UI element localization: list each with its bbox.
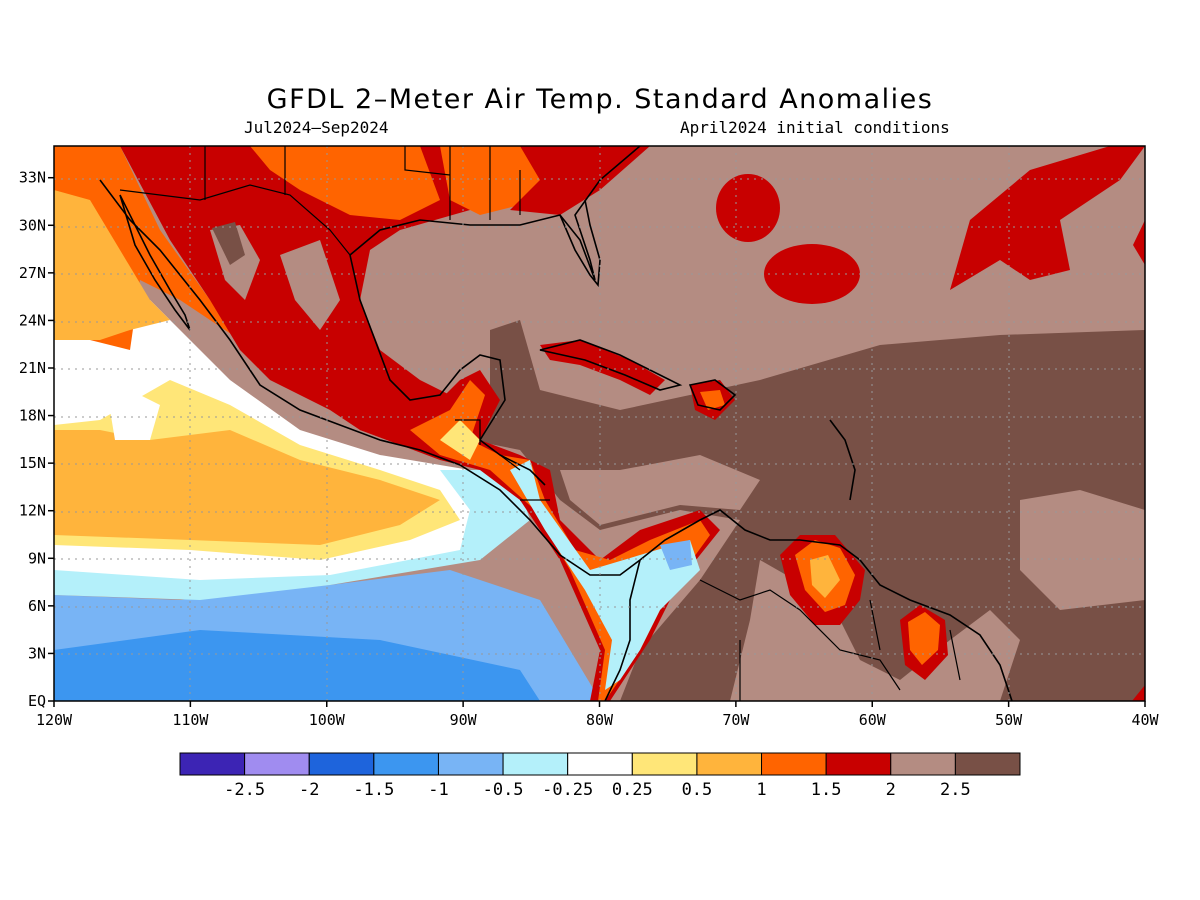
lat-tick-label: 15N <box>19 454 46 472</box>
anomaly-field <box>54 146 1145 701</box>
coastline-cuba <box>539 339 683 391</box>
colorbar-label: 2 <box>886 780 896 800</box>
colorbar-swatch-2 <box>308 752 375 776</box>
coastline-hispaniola <box>688 379 737 411</box>
border-south-america <box>699 579 961 701</box>
lon-tick-label: 60W <box>859 711 887 729</box>
lon-tick-label: 110W <box>172 711 209 729</box>
region-guiana-orange <box>908 612 940 665</box>
colorbar-swatch-4 <box>437 752 504 776</box>
colorbar-swatch-1 <box>244 752 310 776</box>
colorbar-label: 1 <box>756 780 766 800</box>
coastline-florida <box>559 199 601 288</box>
initial-conditions: April2024 initial conditions <box>680 118 950 137</box>
region-pacific-white-blob <box>110 395 160 440</box>
gridlines <box>54 146 1145 701</box>
colorbar-label: 2.5 <box>940 780 971 800</box>
colorbar-swatch-8 <box>696 752 763 776</box>
colorbar-swatch-10 <box>825 752 892 776</box>
region-central-america-yellow <box>440 420 480 460</box>
region-mexico-brown-dark <box>212 222 245 265</box>
lat-tick-label: 18N <box>19 407 46 425</box>
colorbar-label: -1 <box>428 780 448 800</box>
map-title: GFDL 2–Meter Air Temp. Standard Anomalie… <box>266 84 934 115</box>
lat-tick-label: 12N <box>19 502 46 520</box>
region-pacific-deep-blue <box>54 630 540 701</box>
coastline-mexico-pacific <box>99 179 641 576</box>
lon-tick-label: 100W <box>309 711 346 729</box>
colorbar-swatch-5 <box>502 752 569 776</box>
lon-tick-label: 50W <box>995 711 1023 729</box>
colorbar-swatch-6 <box>567 752 633 776</box>
colorbar-label: -2.5 <box>224 780 265 800</box>
region-caribbean-light-brown <box>560 455 760 525</box>
colorbar-label: 1.5 <box>811 780 842 800</box>
lat-tick-label: 33N <box>19 169 46 187</box>
coastline-south-america <box>639 509 1013 701</box>
lat-tick-label: 27N <box>19 264 46 282</box>
colorbar-swatch-9 <box>761 752 827 776</box>
colorbar-label: -2 <box>299 780 319 800</box>
lon-tick-label: 90W <box>450 711 478 729</box>
region-atlantic-light-brown <box>1020 490 1145 610</box>
colorbar-swatch-12 <box>954 752 1021 776</box>
coastline-lesser-antilles <box>829 419 856 501</box>
lon-tick-label: 80W <box>586 711 614 729</box>
colorbar-swatch-3 <box>373 752 439 776</box>
lat-tick-label: 9N <box>28 549 46 567</box>
longitude-axis: 120W 110W 100W 90W 80W 70W 60W 50W 40W <box>36 701 1160 729</box>
lat-tick-label: EQ <box>28 692 46 710</box>
lat-tick-label: 24N <box>19 311 46 329</box>
lon-tick-label: 70W <box>722 711 750 729</box>
colorbar-label: 0.5 <box>682 780 713 800</box>
lon-tick-label: 40W <box>1131 711 1159 729</box>
region-cuba-red <box>540 340 665 395</box>
region-panama-blue <box>660 540 692 570</box>
region-venezuela-yellow <box>810 555 840 598</box>
colorbar-swatch-0 <box>179 752 246 776</box>
latitude-axis: EQ 3N 6N 9N 12N 15N 18N 21N 24N 27N 30N 33N <box>19 169 54 710</box>
lat-tick-label: 21N <box>19 359 46 377</box>
border-us-states <box>204 146 521 220</box>
region-hispaniola-orange <box>700 390 725 410</box>
colorbar-swatch-11 <box>890 752 956 776</box>
region-brazil-red-corner <box>1132 685 1145 701</box>
region-atlantic-red-edge <box>1133 220 1145 265</box>
colorbar-label: -0.5 <box>483 780 524 800</box>
region-mexico-brown-inland-2 <box>280 240 340 330</box>
region-pacific-light-orange <box>54 430 440 545</box>
colorbar: -2.5 -2 -1.5 -1 -0.5 -0.25 0.25 0.5 1 1.5 2 2.5 <box>179 752 1021 800</box>
colorbar-label: -0.25 <box>542 780 593 800</box>
lon-tick-label: 120W <box>36 711 73 729</box>
colorbar-label: 0.25 <box>612 780 653 800</box>
region-atlantic-red-blob-1 <box>716 174 780 242</box>
coastline-colombia-pacific <box>604 559 641 701</box>
coastline-gulf-of-mexico <box>349 254 546 486</box>
lat-tick-label: 6N <box>28 597 46 615</box>
colorbar-label: -1.5 <box>353 780 394 800</box>
coastline-us-gulf <box>349 146 641 281</box>
region-pacific-pale-blue <box>54 470 530 600</box>
lat-tick-label: 30N <box>19 216 46 234</box>
forecast-period: Jul2024–Sep2024 <box>244 118 389 137</box>
region-mexico-orange <box>250 146 440 220</box>
region-caribbean-dark-brown <box>470 320 1145 701</box>
region-atlantic-red-northeast <box>950 146 1145 290</box>
lat-tick-label: 3N <box>28 644 46 662</box>
country-borders <box>119 146 961 701</box>
region-us-red-east <box>510 146 650 215</box>
border-us-mexico <box>119 184 351 256</box>
colorbar-swatch-7 <box>631 752 698 776</box>
